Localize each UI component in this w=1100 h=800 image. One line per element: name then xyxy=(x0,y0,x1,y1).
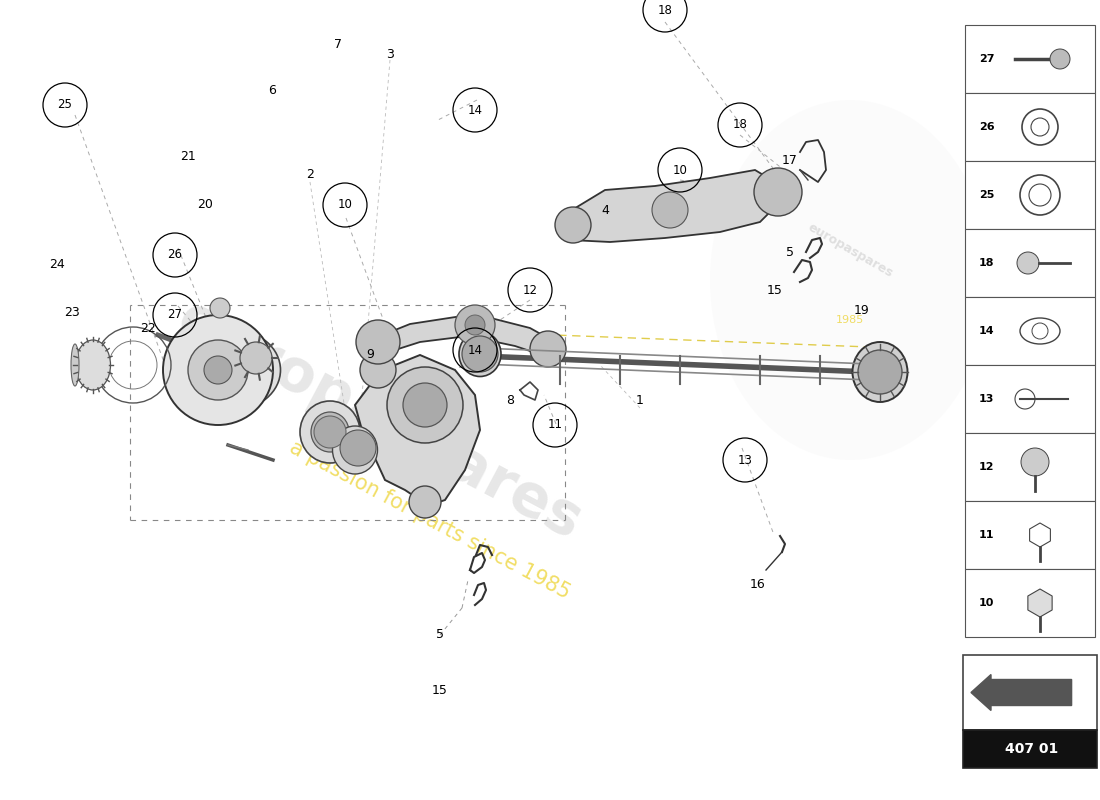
Bar xyxy=(965,297,1094,365)
FancyArrow shape xyxy=(971,674,1071,710)
Text: 407 01: 407 01 xyxy=(1005,742,1058,756)
Text: 10: 10 xyxy=(979,598,994,608)
Ellipse shape xyxy=(72,344,79,386)
Text: 14: 14 xyxy=(979,326,994,336)
Text: 22: 22 xyxy=(140,322,156,334)
Circle shape xyxy=(210,298,230,318)
Text: europaspares: europaspares xyxy=(805,220,895,280)
Circle shape xyxy=(240,342,272,374)
Text: 3: 3 xyxy=(386,49,394,62)
Circle shape xyxy=(403,383,447,427)
Bar xyxy=(965,501,1094,569)
Text: 1: 1 xyxy=(636,394,644,406)
Text: 10: 10 xyxy=(672,163,688,177)
Ellipse shape xyxy=(459,331,500,377)
Text: 11: 11 xyxy=(548,418,562,431)
Ellipse shape xyxy=(186,330,280,410)
Bar xyxy=(965,161,1094,229)
Circle shape xyxy=(1021,448,1049,476)
Circle shape xyxy=(754,168,802,216)
Circle shape xyxy=(556,207,591,243)
Circle shape xyxy=(188,340,248,400)
Text: 27: 27 xyxy=(167,309,183,322)
Circle shape xyxy=(387,367,463,443)
Bar xyxy=(965,229,1094,297)
Bar xyxy=(962,655,1097,730)
Text: 2: 2 xyxy=(306,169,313,182)
Circle shape xyxy=(163,315,273,425)
Text: 12: 12 xyxy=(979,462,994,472)
Text: 15: 15 xyxy=(432,683,448,697)
Text: 24: 24 xyxy=(50,258,65,271)
Text: 16: 16 xyxy=(750,578,766,591)
Text: 26: 26 xyxy=(979,122,994,132)
Text: 8: 8 xyxy=(506,394,514,406)
Text: 12: 12 xyxy=(522,283,538,297)
Text: 23: 23 xyxy=(64,306,80,318)
Text: 5: 5 xyxy=(436,629,444,642)
Circle shape xyxy=(340,430,376,466)
Text: 7: 7 xyxy=(334,38,342,51)
Circle shape xyxy=(360,352,396,388)
Circle shape xyxy=(356,320,400,364)
Text: 14: 14 xyxy=(468,103,483,117)
Text: 18: 18 xyxy=(658,3,672,17)
Text: 26: 26 xyxy=(167,249,183,262)
Circle shape xyxy=(652,192,688,228)
Bar xyxy=(965,25,1094,93)
Text: 6: 6 xyxy=(268,83,276,97)
Circle shape xyxy=(462,336,498,372)
Bar xyxy=(965,365,1094,433)
Polygon shape xyxy=(355,355,480,505)
Text: 20: 20 xyxy=(197,198,213,211)
Text: 25: 25 xyxy=(979,190,994,200)
Circle shape xyxy=(409,486,441,518)
Text: 5: 5 xyxy=(786,246,794,258)
Text: 4: 4 xyxy=(601,203,609,217)
Ellipse shape xyxy=(710,100,990,460)
Ellipse shape xyxy=(311,412,349,452)
Circle shape xyxy=(530,331,566,367)
Circle shape xyxy=(1018,252,1040,274)
Ellipse shape xyxy=(76,340,110,390)
Circle shape xyxy=(1050,49,1070,69)
Bar xyxy=(965,93,1094,161)
Text: 10: 10 xyxy=(338,198,352,211)
Text: 1985: 1985 xyxy=(836,315,865,325)
Bar xyxy=(965,569,1094,637)
Circle shape xyxy=(465,315,485,335)
Text: 9: 9 xyxy=(366,349,374,362)
Text: 17: 17 xyxy=(782,154,797,166)
Text: 15: 15 xyxy=(767,283,783,297)
Text: 21: 21 xyxy=(180,150,196,163)
Bar xyxy=(962,730,1097,768)
Bar xyxy=(965,433,1094,501)
Text: 27: 27 xyxy=(979,54,994,64)
Text: europaspares: europaspares xyxy=(168,289,592,551)
Text: 25: 25 xyxy=(57,98,73,111)
Ellipse shape xyxy=(300,401,360,463)
Text: 13: 13 xyxy=(979,394,994,404)
Text: a passion for parts since 1985: a passion for parts since 1985 xyxy=(286,438,574,602)
Text: 19: 19 xyxy=(854,303,870,317)
Circle shape xyxy=(858,350,902,394)
Polygon shape xyxy=(570,170,780,242)
Text: 13: 13 xyxy=(738,454,752,466)
Ellipse shape xyxy=(332,426,377,474)
Text: 14: 14 xyxy=(468,343,483,357)
Text: 18: 18 xyxy=(733,118,747,131)
Polygon shape xyxy=(375,314,556,356)
Circle shape xyxy=(314,416,346,448)
Polygon shape xyxy=(1027,589,1052,617)
Text: 18: 18 xyxy=(979,258,994,268)
Circle shape xyxy=(204,356,232,384)
Text: 11: 11 xyxy=(979,530,994,540)
Circle shape xyxy=(455,305,495,345)
Ellipse shape xyxy=(852,342,907,402)
